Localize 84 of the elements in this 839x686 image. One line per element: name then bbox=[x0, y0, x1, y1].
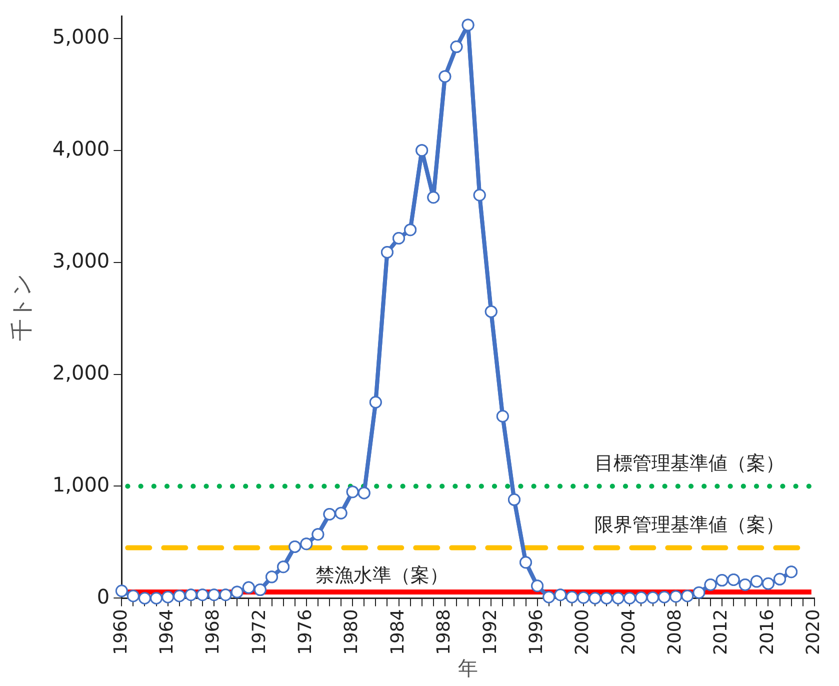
point bbox=[230, 586, 244, 598]
point bbox=[577, 591, 590, 604]
x-axis-title: 年 bbox=[458, 656, 478, 680]
point bbox=[150, 592, 163, 604]
point bbox=[623, 592, 636, 604]
point bbox=[473, 188, 486, 202]
point bbox=[566, 590, 578, 604]
point bbox=[750, 575, 763, 588]
point bbox=[438, 70, 452, 83]
x-tick-label: 2012 bbox=[710, 609, 732, 656]
point bbox=[738, 578, 752, 592]
point bbox=[288, 540, 302, 553]
point bbox=[600, 592, 613, 604]
y-tick-label: 1,000 bbox=[52, 472, 110, 496]
y-axis-title: 千トン bbox=[10, 273, 35, 342]
x-tick-label: 1976 bbox=[295, 609, 316, 656]
point bbox=[542, 590, 556, 604]
y-tick-label: 2,000 bbox=[52, 360, 110, 384]
x-tick-label: 1988 bbox=[434, 609, 455, 656]
point bbox=[634, 591, 648, 604]
point bbox=[254, 584, 266, 596]
point bbox=[450, 40, 463, 54]
y-tick-label: 3,000 bbox=[52, 248, 110, 273]
x-tick-label: 1996 bbox=[526, 609, 547, 656]
x-tick-label: 2020 bbox=[803, 609, 824, 656]
x-tick-label: 1984 bbox=[387, 609, 408, 656]
y-tick-label: 4,000 bbox=[52, 136, 110, 161]
point bbox=[138, 592, 151, 604]
y-tick-label: 0 bbox=[96, 584, 110, 608]
point bbox=[416, 144, 428, 157]
point bbox=[612, 592, 624, 604]
point bbox=[484, 305, 498, 318]
point bbox=[277, 560, 290, 574]
point bbox=[300, 538, 313, 550]
point bbox=[380, 246, 394, 258]
x-tick-label: 1964 bbox=[156, 609, 178, 656]
point bbox=[727, 573, 740, 586]
point bbox=[196, 588, 209, 602]
x-tick-label: 1992 bbox=[480, 609, 501, 656]
x-tick-label: 1960 bbox=[110, 609, 132, 656]
point bbox=[173, 590, 186, 602]
point bbox=[462, 18, 474, 32]
point bbox=[208, 588, 220, 602]
point bbox=[785, 566, 798, 578]
point bbox=[184, 588, 198, 602]
point bbox=[646, 591, 660, 604]
x-tick-label: 1980 bbox=[341, 609, 362, 656]
point bbox=[312, 528, 324, 541]
y-tick-label: 5,000 bbox=[52, 24, 110, 49]
point bbox=[266, 570, 278, 584]
point bbox=[404, 224, 417, 236]
x-tick-label: 2016 bbox=[756, 609, 778, 656]
point bbox=[219, 588, 232, 602]
point bbox=[554, 588, 567, 602]
x-tick-label: 2000 bbox=[572, 609, 594, 656]
point bbox=[427, 191, 440, 204]
ref-line-label: 目標管理基準値（案） bbox=[594, 452, 784, 475]
point bbox=[346, 486, 359, 498]
x-tick-label: 2004 bbox=[618, 609, 640, 656]
point bbox=[531, 580, 544, 592]
point bbox=[126, 590, 140, 602]
point bbox=[774, 572, 786, 586]
point bbox=[162, 590, 174, 604]
point bbox=[520, 556, 532, 569]
point bbox=[658, 590, 671, 604]
ref-line-label: 限界管理基準値（案） bbox=[594, 514, 784, 536]
ref-line-label: 禁漁水準（案） bbox=[316, 564, 449, 586]
point bbox=[508, 493, 520, 506]
point bbox=[334, 506, 348, 520]
point bbox=[323, 508, 336, 520]
point bbox=[496, 410, 509, 423]
point bbox=[242, 581, 255, 594]
point bbox=[392, 232, 406, 244]
point bbox=[681, 590, 694, 602]
point bbox=[670, 590, 682, 603]
x-tick-label: 1972 bbox=[248, 609, 270, 656]
point bbox=[704, 578, 717, 592]
point bbox=[358, 486, 370, 500]
x-tick-label: 1968 bbox=[202, 609, 224, 656]
point bbox=[369, 396, 382, 409]
x-tick-label: 2008 bbox=[664, 609, 686, 656]
point bbox=[588, 592, 602, 604]
point bbox=[716, 574, 728, 587]
point bbox=[762, 577, 774, 590]
